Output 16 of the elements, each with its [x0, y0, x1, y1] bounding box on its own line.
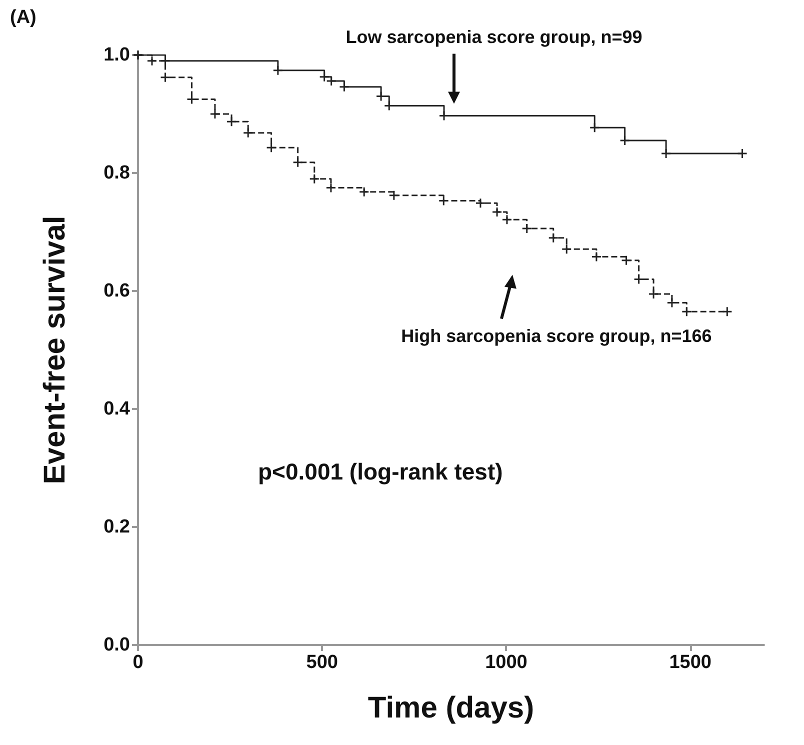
- y-tick-label: 0.4: [104, 398, 130, 420]
- series-label: High sarcopenia score group, n=166: [401, 326, 712, 346]
- text: (A): [10, 7, 36, 28]
- x-tick-label: 1500: [669, 652, 712, 673]
- y-tick-label: 0.0: [104, 634, 130, 656]
- y-tick-label: 0.8: [104, 162, 130, 184]
- annotation: p<0.001 (log-rank test): [258, 458, 503, 484]
- y-tick-label: 1.0: [104, 44, 130, 66]
- y-tick-label: 0.2: [104, 516, 130, 538]
- x-tick-label: 1000: [485, 652, 528, 673]
- y-axis-title: Event-free survival: [38, 216, 72, 484]
- x-axis-title: Time (days): [368, 692, 534, 724]
- x-tick-label: 500: [306, 652, 338, 673]
- y-tick-label: 0.6: [104, 280, 130, 302]
- series-label: Low sarcopenia score group, n=99: [346, 26, 642, 47]
- x-tick-label: 0: [132, 652, 144, 673]
